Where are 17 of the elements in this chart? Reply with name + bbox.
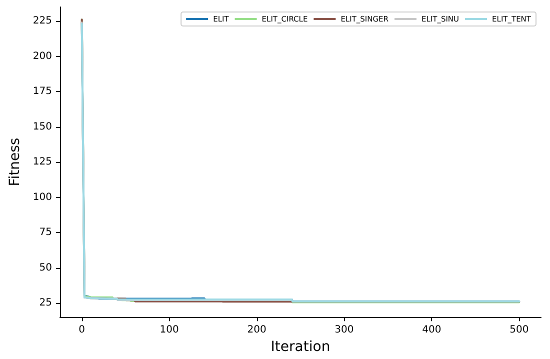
x-axis-title: Iteration [270, 339, 330, 355]
x-tick-label: 0 [78, 324, 86, 336]
y-axis-title: Fitness [7, 138, 23, 186]
y-tick-label: 225 [32, 16, 52, 27]
x-tick-label: 200 [247, 324, 266, 336]
y-tick-label: 75 [39, 227, 52, 238]
x-tick-label: 500 [510, 324, 529, 336]
y-tick-label: 25 [39, 298, 52, 309]
y-tick-label: 125 [32, 156, 52, 168]
y-tick-label: 100 [32, 192, 52, 203]
x-tick-label: 300 [334, 324, 354, 336]
x-tick-label: 100 [160, 324, 179, 336]
x-tick-label: 400 [422, 324, 442, 336]
y-tick-label: 150 [32, 121, 52, 132]
y-tick-label: 200 [32, 50, 52, 62]
y-tick-label: 50 [39, 262, 52, 274]
y-tick-label: 175 [32, 86, 52, 98]
